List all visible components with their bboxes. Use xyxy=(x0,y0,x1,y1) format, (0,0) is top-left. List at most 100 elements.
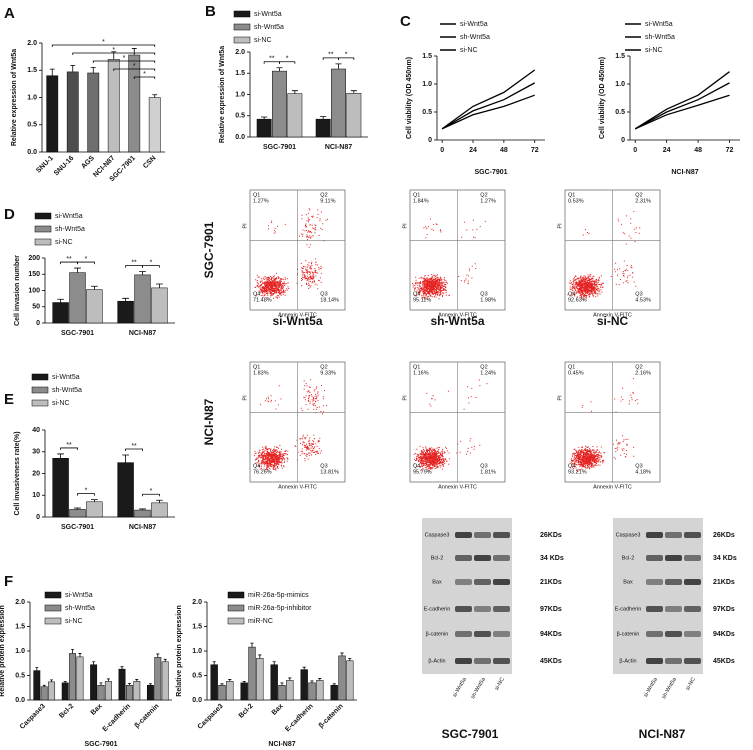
y-tick-label: 1.0 xyxy=(27,94,37,101)
protein-label: E-cadherin xyxy=(424,606,451,612)
legend-swatch xyxy=(34,225,52,233)
quadrant-name: Q4 xyxy=(568,291,575,297)
bar xyxy=(146,685,154,701)
significance-bracket xyxy=(60,447,78,450)
error-bar xyxy=(156,499,163,503)
y-tick-label: 2.0 xyxy=(15,599,25,606)
significance-bracket xyxy=(279,61,296,64)
y-tick-label: 50 xyxy=(32,304,40,311)
blot-band xyxy=(684,658,701,664)
x-axis-label: Annexin V-FITC xyxy=(438,312,477,318)
panel-letter: B xyxy=(205,3,216,20)
legend-swatch xyxy=(233,10,251,18)
lane-label: si-Wnt5a xyxy=(452,676,469,699)
bar xyxy=(69,653,77,701)
legend-label: sh-Wnt5a xyxy=(55,226,85,233)
quadrant-name: Q2 xyxy=(635,364,642,370)
error-bar xyxy=(90,67,96,73)
y-axis-label: Cell viability (OD 450nm) xyxy=(406,57,413,139)
quadrant-name: Q3 xyxy=(320,291,327,297)
quadrant-percent: 2.31% xyxy=(635,198,651,204)
y-tick-label: 1.0 xyxy=(615,81,625,88)
x-axis-label: Annexin V-FITC xyxy=(278,484,317,490)
row-label: NCI-N87 xyxy=(202,398,216,445)
quadrant-percent: 76.26% xyxy=(253,469,272,475)
error-bar xyxy=(156,283,163,288)
error-bar xyxy=(302,666,306,670)
error-bar xyxy=(212,661,216,665)
x-tick-label: NCI-N87 xyxy=(325,144,352,151)
legend-label: sh-Wnt5a xyxy=(460,34,490,41)
y-tick-label: 0 xyxy=(621,137,625,144)
bar xyxy=(218,685,226,701)
significance-label: * xyxy=(143,71,146,78)
legend-label: si-Wnt5a xyxy=(65,592,93,599)
quadrant-name: Q1 xyxy=(413,192,420,198)
y-axis-label: PI xyxy=(557,223,563,229)
legend-label: si-Wnt5a xyxy=(460,21,488,28)
y-tick-label: 0.5 xyxy=(15,672,25,679)
y-tick-label: 1.0 xyxy=(192,648,202,655)
error-bar xyxy=(50,679,54,682)
legend-swatch xyxy=(44,617,62,625)
band-size: 21KDs xyxy=(540,579,562,586)
x-tick-label: NCI-N87 xyxy=(129,524,156,531)
significance-label: * xyxy=(123,55,126,62)
protein-label: E-cadherin xyxy=(615,606,642,612)
quadrant-name: Q2 xyxy=(635,192,642,198)
error-bar xyxy=(163,658,167,662)
bar xyxy=(48,681,56,701)
x-tick-label: Caspase3 xyxy=(19,703,47,731)
bar xyxy=(330,685,338,701)
error-bar xyxy=(92,661,96,665)
blot-band xyxy=(646,555,663,561)
blot-band xyxy=(493,658,510,664)
legend-label: sh-Wnt5a xyxy=(52,387,82,394)
bar xyxy=(331,68,346,138)
significance-bracket xyxy=(92,60,156,63)
blot-band xyxy=(493,532,510,538)
legend-swatch xyxy=(44,591,62,599)
significance-bracket xyxy=(142,265,160,268)
column-label: si-NC xyxy=(597,314,629,328)
event-dots xyxy=(413,379,488,472)
band-size: 34 KDs xyxy=(540,555,564,562)
y-tick-label: 0 xyxy=(36,320,40,327)
blot-band xyxy=(684,532,701,538)
blot-band xyxy=(455,555,472,561)
significance-label: * xyxy=(150,488,153,495)
quadrant-percent: 0.53% xyxy=(568,198,584,204)
legend-swatch xyxy=(233,36,251,44)
error-bar xyxy=(340,652,344,656)
error-bar xyxy=(291,90,298,94)
legend-swatch xyxy=(34,238,52,246)
error-bar xyxy=(57,453,64,459)
legend-label: si-NC xyxy=(55,239,73,246)
lane-label: si-NC xyxy=(494,677,506,692)
x-tick-label: CSN xyxy=(142,155,157,170)
y-tick-label: 0.0 xyxy=(27,149,37,156)
y-tick-label: 100 xyxy=(28,287,40,294)
x-axis-label: SGC-7901 xyxy=(84,741,117,748)
bar xyxy=(46,75,59,153)
series-line xyxy=(441,94,535,130)
panel-letter: C xyxy=(400,13,411,30)
y-axis-label: Relative protein expression xyxy=(176,605,183,696)
error-bar xyxy=(152,94,158,98)
blot-title: SGC-7901 xyxy=(442,727,499,741)
x-axis-label: Annexin V-FITC xyxy=(593,312,632,318)
error-bar xyxy=(335,63,342,69)
y-tick-label: 0.5 xyxy=(27,122,37,129)
significance-bracket xyxy=(77,493,95,496)
error-bar xyxy=(139,508,146,511)
y-tick-label: 1.5 xyxy=(235,70,245,77)
bar xyxy=(248,646,256,701)
error-bar xyxy=(74,267,81,273)
y-tick-label: 0.5 xyxy=(422,109,432,116)
bar xyxy=(97,685,105,701)
error-bar xyxy=(127,682,131,686)
error-bar xyxy=(120,666,124,670)
band-size: 21KDs xyxy=(713,579,735,586)
quadrant-name: Q1 xyxy=(253,192,260,198)
